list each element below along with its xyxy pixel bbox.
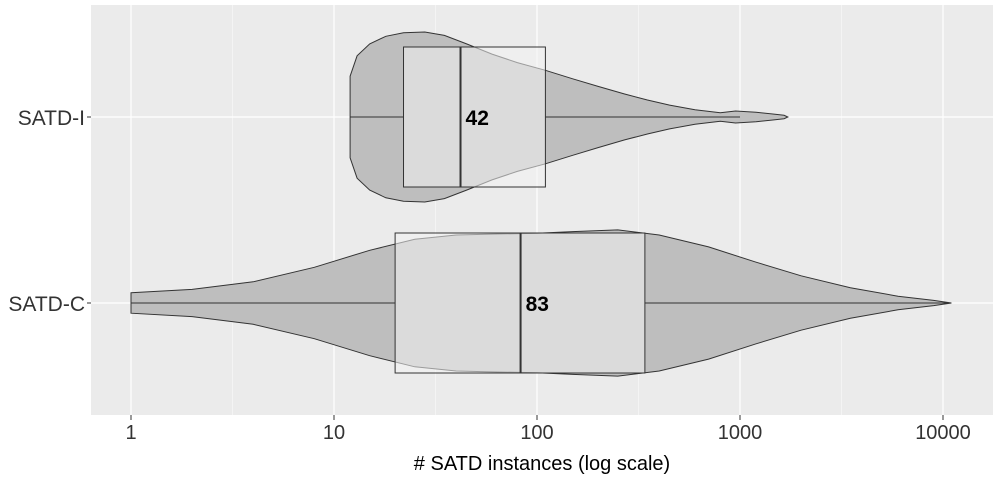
- median-label-satd-i: 42: [466, 107, 489, 130]
- y-tick-label: SATD-C: [8, 293, 85, 316]
- x-tick-label: 100: [520, 422, 553, 444]
- y-tick-label: SATD-I: [18, 107, 85, 130]
- x-tick-label: 10000: [915, 422, 971, 444]
- x-axis-title: # SATD instances (log scale): [414, 453, 670, 475]
- x-tick-label: 1: [125, 422, 136, 444]
- median-label-satd-c: 83: [526, 293, 549, 316]
- boxplots-layer: 42 83: [131, 46, 952, 374]
- x-tick-label: 10: [323, 422, 345, 444]
- x-tick-label: 1000: [718, 422, 763, 444]
- box-satd-i: [403, 46, 546, 188]
- x-axis: 1 10 100 1000 10000: [125, 415, 971, 444]
- y-axis: SATD-I SATD-C: [8, 107, 91, 316]
